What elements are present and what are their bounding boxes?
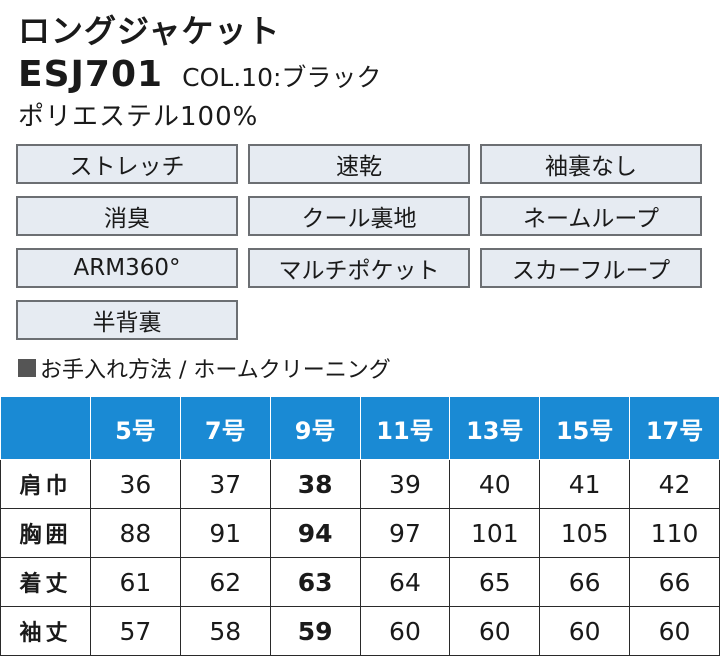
size-table: 5号 7号 9号 11号 13号 15号 17号 肩巾 36 37 38 39 …: [0, 396, 720, 656]
feature-badge: 半背裏: [16, 300, 238, 340]
table-cell: 57: [90, 606, 181, 656]
feature-badge: スカーフループ: [480, 248, 702, 288]
size-header: 11号: [359, 396, 451, 460]
table-cell: 58: [179, 606, 271, 656]
table-cell: 91: [179, 508, 271, 558]
size-header: 13号: [449, 396, 541, 460]
table-cell: 60: [539, 606, 631, 656]
product-code-line: ESJ701 COL.10:ブラック: [18, 54, 381, 95]
table-cell: 94: [269, 508, 361, 558]
table-cell: 97: [359, 508, 451, 558]
table-cell: 62: [179, 557, 271, 607]
care-label: お手入れ方法 / ホームクリーニング: [40, 358, 391, 383]
table-cell: 41: [539, 459, 631, 509]
table-cell: 105: [539, 508, 631, 558]
table-cell: 38: [269, 459, 361, 509]
table-cell: 61: [90, 557, 181, 607]
size-header: 5号: [90, 396, 181, 460]
row-label: 肩巾: [0, 459, 91, 509]
table-cell: 65: [449, 557, 541, 607]
table-cell: 60: [629, 606, 720, 656]
table-cell: 42: [629, 459, 720, 509]
table-cell: 101: [449, 508, 541, 558]
feature-badge: ARM360°: [16, 248, 238, 288]
size-header: 15号: [539, 396, 631, 460]
table-cell: 59: [269, 606, 361, 656]
feature-badge: 消臭: [16, 196, 238, 236]
row-label: 袖丈: [0, 606, 91, 656]
table-cell: 39: [359, 459, 451, 509]
square-bullet-icon: [18, 359, 36, 377]
feature-grid: ストレッチ 速乾 袖裏なし 消臭 クール裏地 ネームループ ARM360° マル…: [16, 144, 706, 344]
product-code: ESJ701: [18, 54, 164, 95]
size-header: 9号: [269, 396, 361, 460]
product-material: ポリエステル100%: [18, 102, 259, 132]
table-cell: 37: [179, 459, 271, 509]
feature-badge: ストレッチ: [16, 144, 238, 184]
product-color: COL.10:ブラック: [182, 63, 382, 92]
size-header-row: 5号 7号 9号 11号 13号 15号 17号: [0, 396, 720, 460]
care-instructions: お手入れ方法 / ホームクリーニング: [18, 352, 391, 384]
size-header: 17号: [629, 396, 720, 460]
table-row: 胸囲 88 91 94 97 101 105 110: [0, 508, 720, 558]
table-cell: 64: [359, 557, 451, 607]
feature-badge: クール裏地: [248, 196, 470, 236]
table-cell: 40: [449, 459, 541, 509]
feature-badge: 袖裏なし: [480, 144, 702, 184]
table-row: 着丈 61 62 63 64 65 66 66: [0, 557, 720, 607]
table-cell: 63: [269, 557, 361, 607]
feature-badge: 速乾: [248, 144, 470, 184]
table-cell: 66: [539, 557, 631, 607]
size-header: 7号: [179, 396, 271, 460]
table-cell: 66: [629, 557, 720, 607]
table-cell: 36: [90, 459, 181, 509]
table-cell: 60: [359, 606, 451, 656]
table-cell: 110: [629, 508, 720, 558]
table-row: 袖丈 57 58 59 60 60 60 60: [0, 606, 720, 656]
row-label: 着丈: [0, 557, 91, 607]
feature-badge: マルチポケット: [248, 248, 470, 288]
table-cell: 88: [90, 508, 181, 558]
table-row: 肩巾 36 37 38 39 40 41 42: [0, 459, 720, 509]
product-title: ロングジャケット: [18, 12, 281, 50]
feature-badge: ネームループ: [480, 196, 702, 236]
size-header-blank: [0, 396, 91, 460]
table-cell: 60: [449, 606, 541, 656]
row-label: 胸囲: [0, 508, 91, 558]
